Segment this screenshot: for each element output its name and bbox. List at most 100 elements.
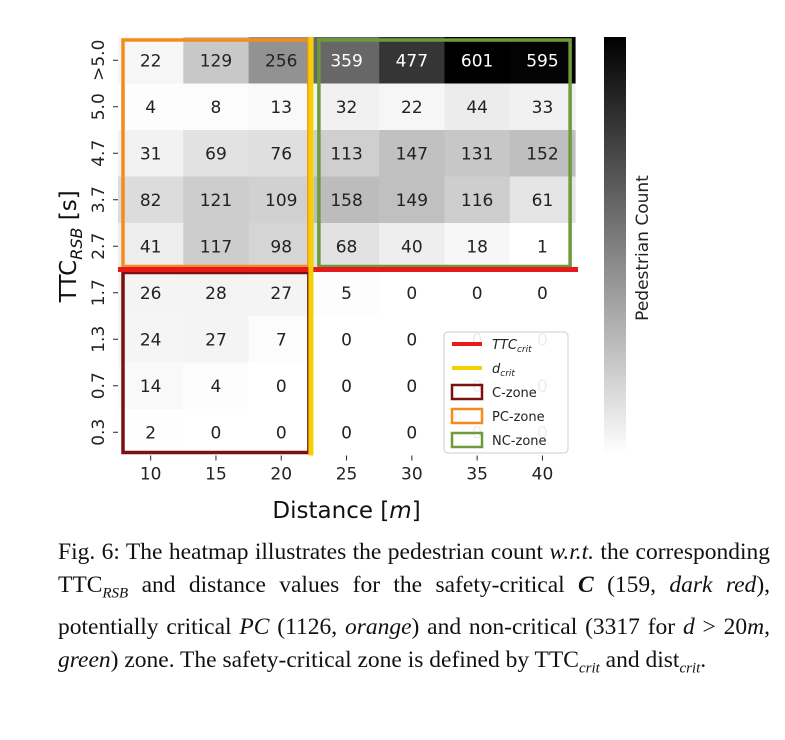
heatmap-cell (118, 269, 184, 317)
cell-value-label: 14 (140, 377, 162, 397)
y-axis-title: TTCRSB [s] (56, 190, 86, 303)
legend-swatch (450, 407, 484, 425)
cell-value-label: 41 (140, 237, 162, 257)
cell-value-label: 4 (211, 377, 222, 397)
cell-value-label: 31 (140, 144, 162, 164)
cell-value-label: 82 (140, 191, 162, 211)
critical-lines (118, 37, 578, 456)
y-tick-label: >5.0 (89, 40, 109, 81)
heatmap-cell (509, 130, 576, 177)
heatmap-cell (313, 269, 380, 317)
x-tick-label: 10 (140, 465, 162, 485)
cell-value-label: 129 (200, 51, 232, 71)
heatmap-cell (444, 223, 511, 270)
heatmap-cell (118, 409, 184, 456)
cell-value-label: 0 (341, 377, 352, 397)
heatmap-cell (444, 130, 511, 177)
heatmap-cell (118, 130, 184, 177)
cell-value-label: 0 (276, 423, 287, 443)
cell-value-label: 0 (406, 284, 417, 304)
x-tick-label: 40 (532, 465, 554, 485)
cell-value-label: 28 (205, 284, 227, 304)
cell-value-label: 0 (211, 423, 222, 443)
heatmap-cell (183, 130, 250, 177)
y-tick-label: 1.3 (89, 326, 109, 353)
y-axis-ticks: >5.0 5.0 4.7 3.7 2.7 1.7 1.3 0.7 0.3 (89, 40, 118, 446)
heatmap-cell (183, 409, 250, 456)
cell-value-label: 116 (461, 191, 493, 211)
cell-value-label: 68 (336, 237, 358, 257)
heatmap-cell (118, 316, 184, 363)
cell-value-label: 0 (406, 423, 417, 443)
cell-value-label: 109 (265, 191, 297, 211)
cell-value-label: 256 (265, 51, 297, 71)
cell-value-label: 27 (205, 330, 227, 350)
cell-value-label: 26 (140, 284, 162, 304)
cell-value-label: 117 (200, 237, 232, 257)
cell-value-label: 0 (341, 423, 352, 443)
heatmap-cell (183, 37, 250, 84)
heatmap-cell (379, 176, 445, 224)
heatmap-cell (183, 269, 250, 317)
cell-value-label: 477 (396, 51, 428, 71)
y-tick-label: 0.7 (89, 372, 109, 399)
y-tick-label: 1.7 (89, 279, 109, 306)
heatmap-cell (248, 362, 315, 410)
cell-value-label: 1 (537, 237, 548, 257)
legend-swatch (450, 431, 484, 449)
cell-value-label: 0 (276, 377, 287, 397)
heatmap-cell (248, 83, 315, 131)
cell-value-label: 147 (396, 144, 428, 164)
heatmap-cell (118, 37, 184, 84)
legend-label: dcrit (492, 362, 515, 379)
colorbar (604, 37, 626, 454)
heatmap-cell (509, 269, 576, 317)
heatmap-cell (313, 316, 380, 363)
cell-value-label: 2 (145, 423, 156, 443)
cell-value-label: 76 (270, 144, 292, 164)
cell-value-label: 0 (472, 284, 483, 304)
cell-value-label: 13 (270, 98, 292, 118)
cell-value-label: 0 (537, 284, 548, 304)
x-tick-label: 15 (205, 465, 227, 485)
heatmap-cell (183, 176, 250, 224)
cell-value-label: 69 (205, 144, 227, 164)
legend-swatch (450, 383, 484, 401)
heatmap-cell (118, 83, 184, 131)
y-tick-label: 3.7 (89, 186, 109, 213)
cell-value-label: 24 (140, 330, 162, 350)
figure-caption: Fig. 6: The heatmap illustrates the pede… (58, 539, 771, 677)
cell-value-label: 40 (401, 237, 423, 257)
x-tick-label: 20 (270, 465, 292, 485)
y-tick-label: 0.3 (89, 419, 109, 446)
x-axis-ticks: 10 15 20 25 30 35 40 (140, 455, 554, 485)
legend-label: C-zone (492, 386, 537, 401)
heatmap-cell (313, 130, 380, 177)
cell-value-label: 595 (526, 51, 558, 71)
heatmap-cell (379, 223, 445, 270)
legend: TTCcrit dcrit C-zone PC-zone NC-zone (443, 331, 569, 454)
x-tick-label: 30 (401, 465, 423, 485)
cell-value-label: 44 (466, 98, 488, 118)
legend-label: NC-zone (492, 434, 547, 449)
colorbar-label: Pedestrian Count (633, 175, 653, 321)
heatmap-cell (183, 223, 250, 270)
heatmap-cell (313, 176, 380, 224)
cell-value-label: 601 (461, 51, 493, 71)
heatmap-cell (248, 130, 315, 177)
cell-value-label: 131 (461, 144, 493, 164)
cell-value-label: 32 (336, 98, 358, 118)
cell-value-label: 158 (330, 191, 362, 211)
heatmap-cell (379, 37, 445, 84)
zone-box (317, 38, 572, 269)
cell-value-label: 27 (270, 284, 292, 304)
heatmap-cell (118, 176, 184, 224)
heatmap-cell (248, 176, 315, 224)
heatmap-cell (248, 223, 315, 270)
cell-value-label: 149 (396, 191, 428, 211)
heatmap-cell (248, 316, 315, 363)
heatmap-cell (118, 362, 184, 410)
x-tick-label: 35 (466, 465, 488, 485)
heatmap-cell (313, 37, 380, 84)
